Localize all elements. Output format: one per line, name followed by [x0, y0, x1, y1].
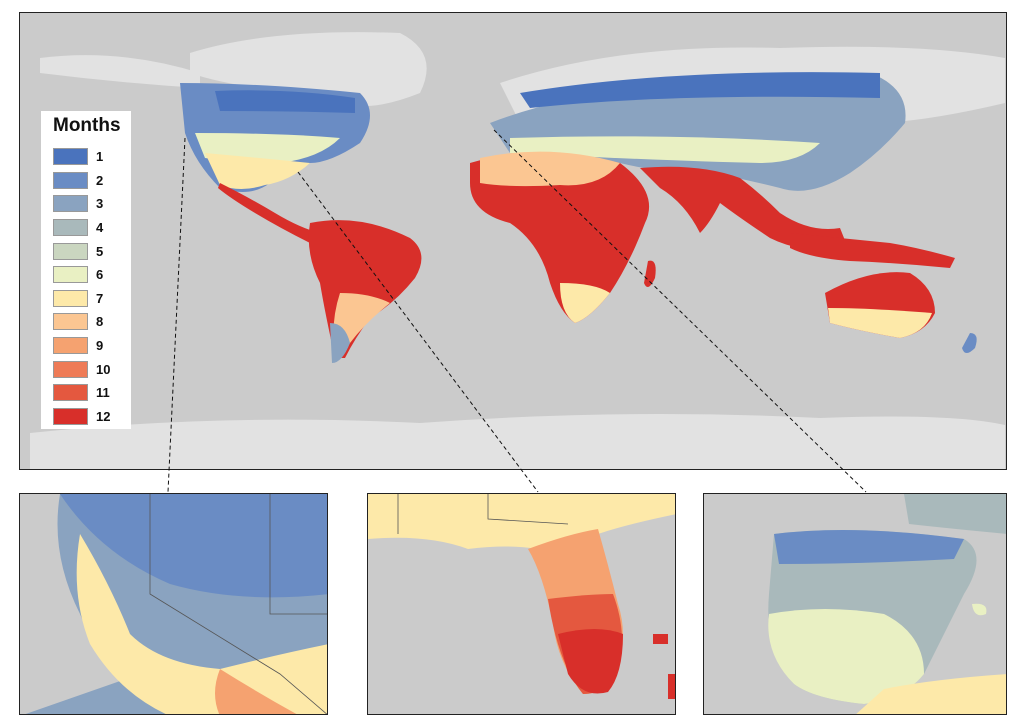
- world-map: [19, 12, 1007, 470]
- legend-item: 8: [53, 310, 131, 334]
- legend-label: 10: [96, 361, 111, 377]
- legend-swatch: [53, 407, 88, 425]
- legend-label: 3: [96, 196, 104, 212]
- legend-item: 1: [53, 145, 131, 169]
- legend-swatch: [53, 266, 88, 284]
- south-america: [308, 220, 422, 358]
- legend-item: 2: [53, 169, 131, 193]
- legend-swatch: [53, 195, 88, 213]
- indonesia: [790, 233, 955, 268]
- legend-item: 9: [53, 334, 131, 358]
- legend-swatch: [53, 360, 88, 378]
- legend-item: 10: [53, 357, 131, 381]
- legend-label: 7: [96, 290, 104, 306]
- inset-southwest-usa: [19, 493, 328, 715]
- legend-item: 11: [53, 381, 131, 405]
- legend-title: Months: [53, 115, 121, 136]
- greenland: [190, 32, 427, 107]
- central-america: [218, 183, 320, 243]
- legend-swatch: [53, 337, 88, 355]
- na-band-south: [205, 153, 310, 189]
- world-map-svg: [30, 32, 1005, 469]
- legend-item: 12: [53, 405, 131, 429]
- legend-swatch: [53, 313, 88, 331]
- legend-label: 1: [96, 149, 104, 165]
- legend-label: 6: [96, 267, 104, 283]
- legend-item: 7: [53, 287, 131, 311]
- legend-swatch: [53, 289, 88, 307]
- legend-label: 8: [96, 314, 104, 330]
- legend-swatch: [53, 171, 88, 189]
- na-band-1: [215, 90, 355, 113]
- legend-swatch: [53, 242, 88, 260]
- legend-item: 5: [53, 239, 131, 263]
- australia-south: [828, 308, 932, 338]
- antarctica: [30, 414, 1005, 469]
- legend-label: 12: [96, 408, 111, 424]
- legend-label: 2: [96, 172, 104, 188]
- legend-label: 4: [96, 220, 104, 236]
- legend-swatch: [53, 384, 88, 402]
- inset-southwest-usa-svg: [20, 494, 327, 714]
- legend-label: 11: [96, 385, 110, 401]
- inset-florida: [367, 493, 676, 715]
- legend-label: 9: [96, 338, 104, 354]
- legend-swatch: [53, 148, 88, 166]
- legend: Months 1 2 3 4 5 6 7 8 9 10 11 12: [41, 111, 131, 429]
- legend-item: 6: [53, 263, 131, 287]
- arctic-north: [40, 55, 200, 88]
- legend-label: 5: [96, 243, 104, 259]
- inset-florida-svg: [368, 494, 675, 699]
- legend-swatch: [53, 219, 88, 237]
- legend-item: 3: [53, 192, 131, 216]
- eurasia-band-1: [520, 72, 880, 108]
- madagascar: [644, 260, 656, 287]
- legend-item: 4: [53, 216, 131, 240]
- new-zealand: [962, 333, 977, 353]
- inset-iberia-svg: [768, 494, 1006, 714]
- inset-iberia: [703, 493, 1007, 715]
